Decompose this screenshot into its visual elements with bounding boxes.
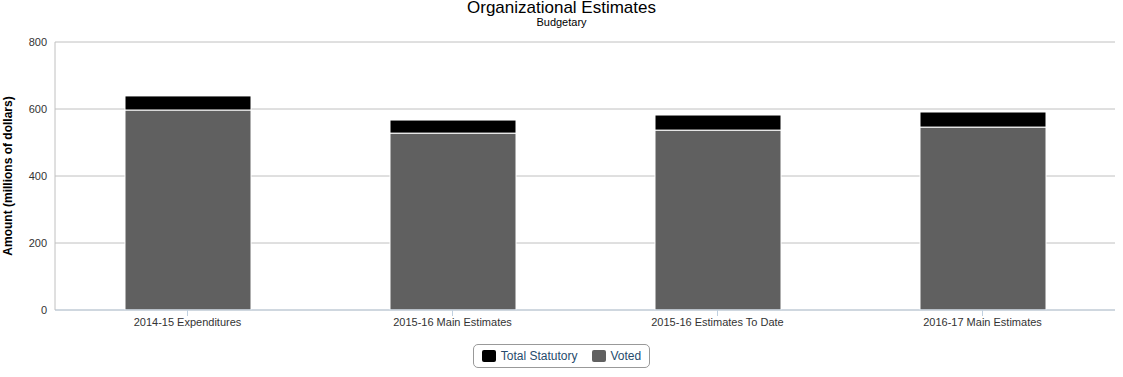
svg-text:600: 600 [29, 103, 47, 115]
svg-text:2016-17 Main Estimates: 2016-17 Main Estimates [923, 316, 1042, 328]
html-text:Total Statutory: Total Statutory [500, 349, 578, 363]
svg-text:200: 200 [29, 237, 47, 249]
svg-text:Amount (millions of dollars): Amount (millions of dollars) [8, 96, 15, 255]
html-text:Voted: Voted [610, 349, 642, 363]
svg-text:0: 0 [41, 304, 47, 316]
svg-text:2015-16 Main Estimates: 2015-16 Main Estimates [393, 316, 512, 328]
svg-text:2015-16 Estimates To Date: 2015-16 Estimates To Date [651, 316, 783, 328]
svg-text:400: 400 [29, 170, 47, 182]
svg-text:800: 800 [29, 36, 47, 48]
svg-text:2014-15 Expenditures: 2014-15 Expenditures [134, 316, 242, 328]
html-text:Budgetary: Budgetary [536, 16, 587, 28]
